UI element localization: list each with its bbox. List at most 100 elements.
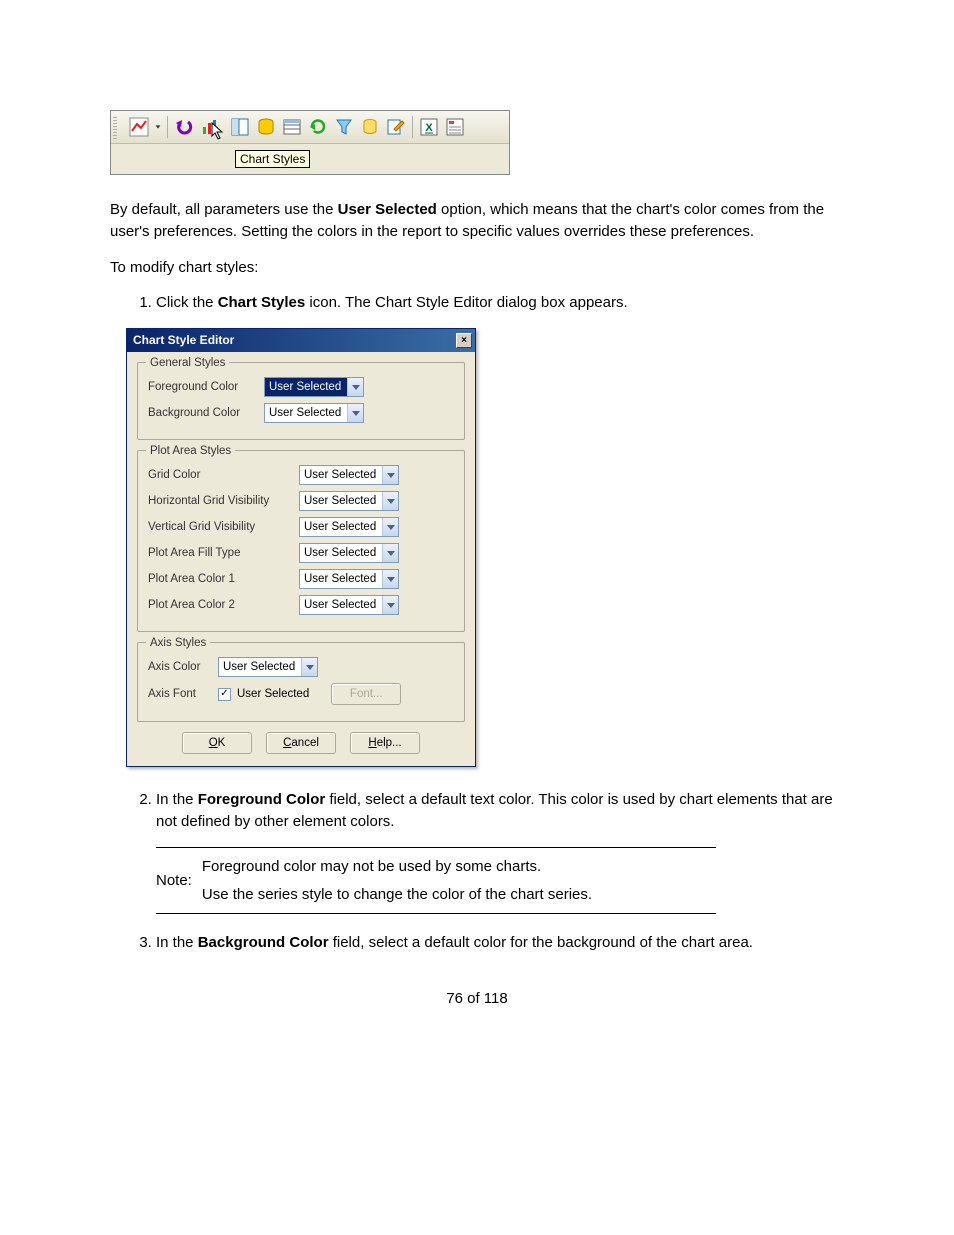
help-button[interactable]: Help... [350,732,420,754]
plot-fill-type-label: Plot Area Fill Type [148,545,293,562]
v-grid-visibility-label: Vertical Grid Visibility [148,519,293,536]
general-styles-group: General Styles Foreground Color User Sel… [137,362,465,440]
font-button[interactable]: Font... [331,683,401,705]
note-block: Note: Foreground color may not be used b… [156,847,716,915]
text: In the [156,791,198,808]
svg-text:X: X [425,122,433,134]
group-legend: Plot Area Styles [146,443,235,460]
plot-area-styles-group: Plot Area Styles Grid Color User Selecte… [137,450,465,632]
checkbox-label: User Selected [237,686,309,703]
dialog-button-row: OK Cancel Help... [137,732,465,754]
axis-font-checkbox[interactable]: ✓ [218,688,231,701]
dialog-titlebar: Chart Style Editor × [127,329,475,352]
layout-icon [228,115,252,139]
text: In the [156,934,198,951]
page-number: 76 of 118 [110,990,844,1007]
dialog-title: Chart Style Editor [133,332,234,349]
chevron-down-icon [382,466,398,484]
chevron-down-icon [347,378,363,396]
step-2: In the Foreground Color field, select a … [156,789,844,914]
background-color-label: Background Color [148,405,258,422]
toolbar-separator [167,116,168,138]
chevron-down-icon [382,570,398,588]
combo-value: User Selected [265,404,347,422]
cylinder-icon [358,115,382,139]
cancel-button[interactable]: Cancel [266,732,336,754]
v-grid-visibility-combo[interactable]: User Selected [299,517,399,537]
note-label: Note: [156,870,192,892]
foreground-color-combo[interactable]: User Selected [264,377,364,397]
chevron-down-icon [382,518,398,536]
text: Click the [156,294,218,311]
cursor-icon [210,122,226,144]
text-bold: Foreground Color [198,791,326,808]
axis-font-label: Axis Font [148,686,212,703]
steps-list: Click the Chart Styles icon. The Chart S… [110,292,844,954]
tooltip-row: Chart Styles [111,144,509,174]
mnemonic: H [368,737,376,749]
undo-icon [172,115,196,139]
toolbar-screenshot: X Chart Styles [110,110,510,175]
combo-value: User Selected [300,518,382,536]
combo-value: User Selected [300,596,382,614]
mnemonic: O [209,737,218,749]
chart-icon [127,115,151,139]
edit-icon [384,115,408,139]
list-icon [443,115,467,139]
step-1: Click the Chart Styles icon. The Chart S… [156,292,844,767]
combo-value: User Selected [300,570,382,588]
text: By default, all parameters use the [110,201,338,218]
chevron-down-icon [301,658,317,676]
intro-lead: To modify chart styles: [110,257,844,279]
background-color-combo[interactable]: User Selected [264,403,364,423]
tooltip-chart-styles: Chart Styles [235,150,310,168]
excel-icon: X [417,115,441,139]
axis-color-label: Axis Color [148,659,212,676]
plot-color-1-combo[interactable]: User Selected [299,569,399,589]
axis-color-combo[interactable]: User Selected [218,657,318,677]
toolbar-row: X [111,111,509,144]
text-bold: Background Color [198,934,329,951]
table-icon [280,115,304,139]
combo-value: User Selected [300,466,382,484]
mnemonic: C [283,737,291,749]
foreground-color-label: Foreground Color [148,379,258,396]
note-body: Foreground color may not be used by some… [202,856,592,906]
note-line: Foreground color may not be used by some… [202,856,592,878]
combo-value: User Selected [300,492,382,510]
h-grid-visibility-label: Horizontal Grid Visibility [148,493,293,510]
group-legend: General Styles [146,355,229,372]
text: field, select a default color for the ba… [329,934,753,951]
dialog-body: General Styles Foreground Color User Sel… [127,352,475,766]
note-line: Use the series style to change the color… [202,884,592,906]
grid-color-combo[interactable]: User Selected [299,465,399,485]
chart-style-editor-dialog: Chart Style Editor × General Styles Fore… [126,328,476,767]
step-3: In the Background Color field, select a … [156,932,844,954]
ok-button[interactable]: OK [182,732,252,754]
group-legend: Axis Styles [146,635,210,652]
dropdown-caret-icon [153,115,163,139]
filter-icon [332,115,356,139]
intro-paragraph: By default, all parameters use the User … [110,199,844,243]
combo-value: User Selected [300,544,382,562]
grid-color-label: Grid Color [148,467,293,484]
plot-color-1-label: Plot Area Color 1 [148,571,293,588]
chevron-down-icon [382,492,398,510]
text-bold: User Selected [338,201,437,218]
h-grid-visibility-combo[interactable]: User Selected [299,491,399,511]
text: icon. The Chart Style Editor dialog box … [305,294,627,311]
combo-value: User Selected [265,378,347,396]
plot-color-2-combo[interactable]: User Selected [299,595,399,615]
close-button[interactable]: × [456,333,472,348]
refresh-icon [306,115,330,139]
combo-value: User Selected [219,658,301,676]
plot-color-2-label: Plot Area Color 2 [148,597,293,614]
axis-styles-group: Axis Styles Axis Color User Selected Axi… [137,642,465,722]
chevron-down-icon [347,404,363,422]
chevron-down-icon [382,544,398,562]
text-bold: Chart Styles [218,294,306,311]
database-icon [254,115,278,139]
chevron-down-icon [382,596,398,614]
toolbar-separator [412,116,413,138]
plot-fill-type-combo[interactable]: User Selected [299,543,399,563]
